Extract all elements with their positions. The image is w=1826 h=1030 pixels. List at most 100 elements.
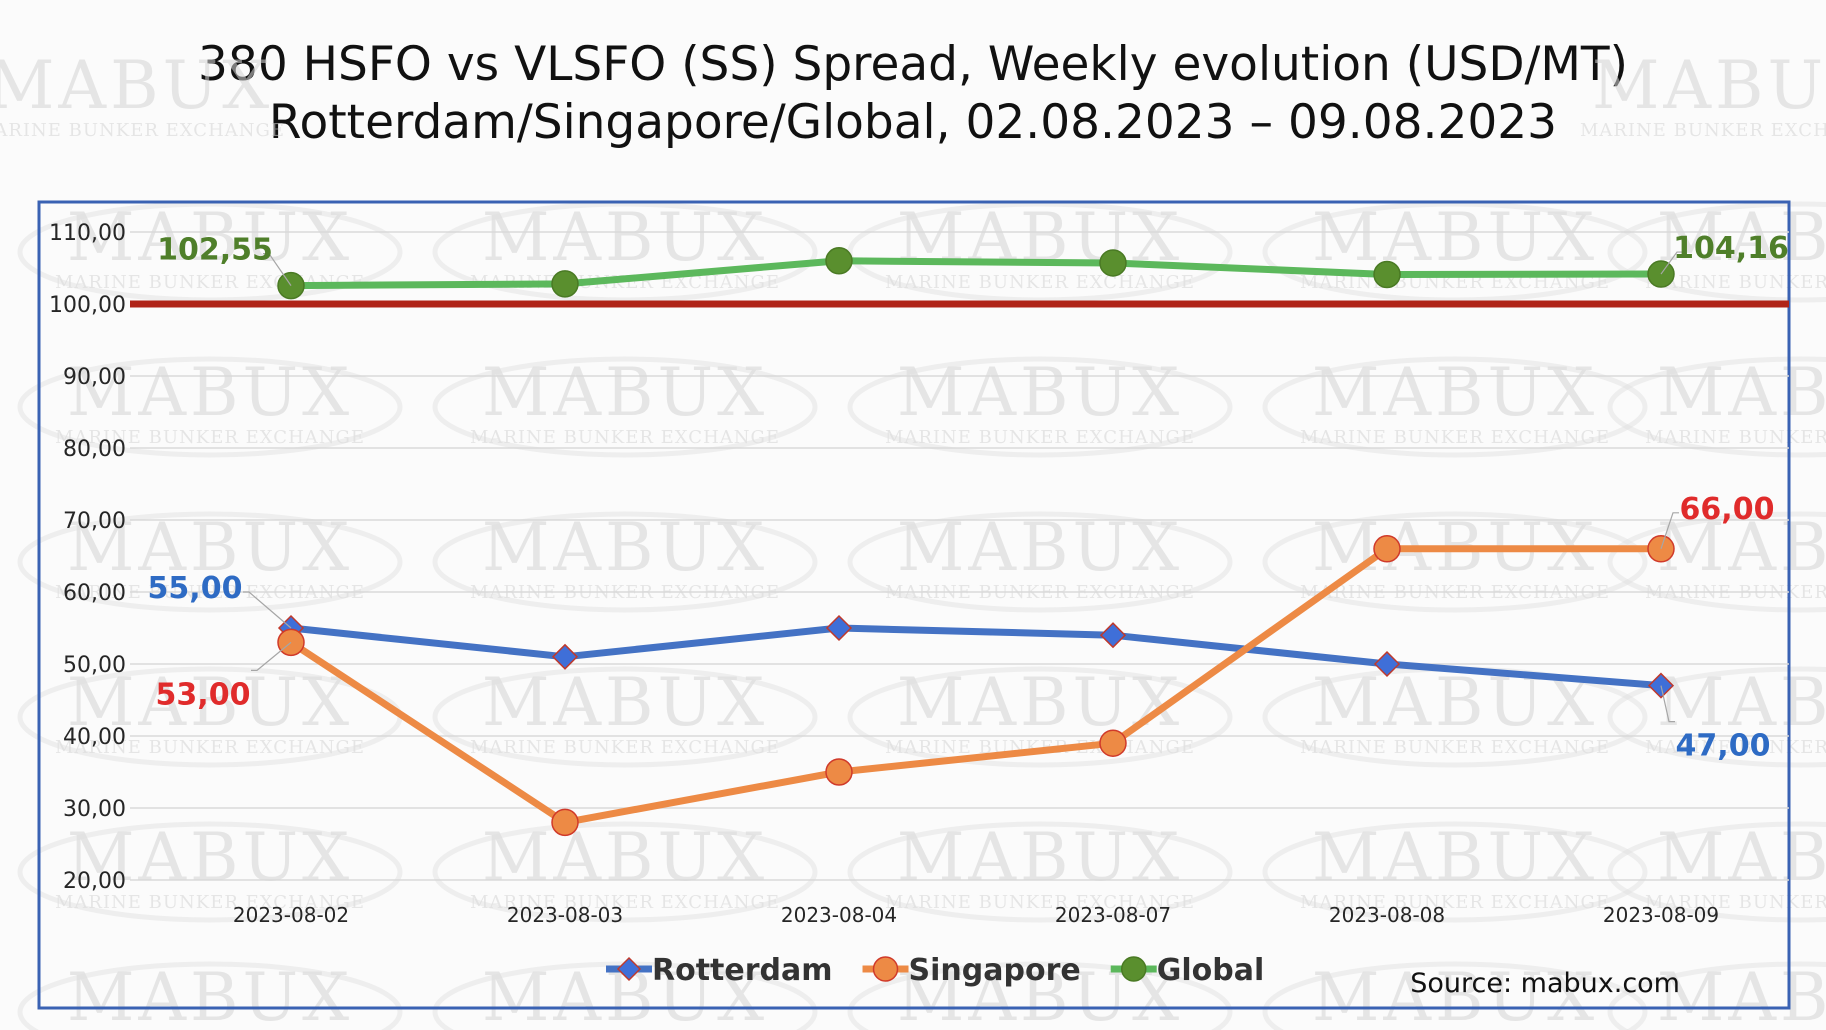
series-layer (130, 247, 1789, 837)
label-leader-line (1660, 251, 1683, 275)
y-axis-ticks: 20,00 30,00 40,00 50,00 60,00 70,00 80,00 90,00… (49, 221, 126, 894)
x-tick-label: 2023-08-04 (781, 903, 897, 927)
data-label: 102,55 (157, 233, 273, 268)
watermark-tagline: MARINE BUNKER EXCHANGE (470, 272, 780, 293)
watermark-swoosh (17, 201, 403, 303)
legend-item-singapore: Singapore (862, 953, 1081, 988)
data-point (1099, 729, 1127, 757)
watermark-brand: MABUX (67, 819, 353, 896)
watermark-brand: MABUX (67, 664, 353, 741)
y-tick-label: 50,00 (63, 653, 126, 678)
watermark-brand: MABUX (1657, 664, 1826, 741)
legend-label: Singapore (909, 953, 1081, 988)
watermark-swoosh (432, 356, 818, 458)
watermark-brand: MABUX (897, 819, 1183, 896)
watermark-brand: MABUX (67, 199, 353, 276)
data-label: 104,16 (1673, 231, 1789, 266)
watermark-swoosh (17, 356, 403, 458)
x-tick-label: 2023-08-08 (1329, 903, 1445, 927)
watermark-brand: MABUX (897, 354, 1183, 431)
watermark-swoosh (1262, 356, 1648, 458)
watermark-brand: MABUX (1592, 47, 1826, 124)
watermark-brand: MABUX (897, 509, 1183, 586)
watermark-swoosh (432, 201, 818, 303)
data-point (825, 614, 853, 642)
watermark-tagline: MARINE BUNKER EXCHANGE (1645, 272, 1826, 293)
data-point (1373, 650, 1401, 678)
watermark-brand: MABUX (1312, 819, 1598, 896)
y-tick-label: 40,00 (63, 725, 126, 750)
watermark-tagline: MARINE BUNKER EXCHANGE (470, 892, 780, 913)
series-rotterdam (277, 614, 1675, 699)
watermark-tagline: MARINE BUNKER EXCHANGE (1645, 427, 1826, 448)
x-tick-label: 2023-08-07 (1055, 903, 1171, 927)
watermark-swoosh (17, 961, 403, 1030)
data-point (1099, 622, 1127, 649)
watermark-swoosh (1607, 511, 1826, 613)
watermark-swoosh (1607, 356, 1826, 458)
y-tick-label: 60,00 (63, 581, 126, 606)
y-tick-label: 80,00 (63, 437, 126, 462)
watermark-tagline: MARINE BUNKER EXCHANGE (1645, 737, 1826, 758)
y-tick-label: 30,00 (63, 797, 126, 822)
data-point (1099, 249, 1127, 277)
watermark-tagline: MARINE BUNKER EXCHANGE (1300, 737, 1610, 758)
chart-subtitle: Rotterdam/Singapore/Global, 02.08.2023 –… (268, 95, 1558, 150)
data-point (872, 956, 899, 982)
watermark-brand: MABUX (1657, 509, 1826, 586)
watermark-swoosh (1607, 201, 1826, 303)
watermark-brand: MABUX (1657, 959, 1826, 1030)
watermark-brand: MABUX (482, 664, 768, 741)
watermark-brand: MABUX (1657, 819, 1826, 896)
watermark-swoosh (432, 511, 818, 613)
chart-title-block: 380 HSFO vs VLSFO (SS) Spread, Weekly ev… (0, 36, 1826, 152)
watermark-swoosh (847, 511, 1233, 613)
series-line (290, 257, 1662, 290)
label-leader-line (243, 591, 292, 629)
watermark-swoosh (17, 511, 403, 613)
y-tick-label: 20,00 (63, 869, 126, 894)
watermark-swoosh (1607, 821, 1826, 923)
watermark-tagline: MARINE BUNKER EXCHANGE (1300, 427, 1610, 448)
data-point (551, 643, 579, 670)
watermark-brand: MABUX (1312, 199, 1598, 276)
label-leader-line (1660, 512, 1679, 549)
watermark-swoosh (847, 961, 1233, 1030)
data-point (825, 247, 853, 275)
source-note: Source: mabux.com (1410, 968, 1680, 999)
series-line (290, 624, 1662, 690)
watermark-swoosh (1607, 961, 1826, 1030)
watermark-tagline: MARINE BUNKER EXCHANGE (55, 892, 365, 913)
x-tick-label: 2023-08-02 (233, 903, 349, 927)
data-label: 53,00 (156, 677, 251, 712)
watermark-brand: MABUX (482, 354, 768, 431)
legend-label: Rotterdam (652, 953, 833, 988)
watermark-brand: MABUX (1312, 354, 1598, 431)
x-tick-label: 2023-08-03 (507, 903, 623, 927)
series-line (289, 545, 1661, 826)
legend-item-rotterdam: Rotterdam (606, 953, 833, 988)
data-point (1373, 535, 1401, 563)
watermark-tagline: MARINE BUNKER EXCHANGE (885, 892, 1195, 913)
y-tick-label: 70,00 (63, 509, 126, 534)
data-point (551, 270, 579, 298)
gridlines (130, 231, 1789, 881)
watermark-swoosh (847, 201, 1233, 303)
x-axis-ticks: 2023-08-02 2023-08-03 2023-08-04 2023-08-07… (233, 903, 1719, 927)
watermark-brand: MABUX (482, 509, 768, 586)
watermark-brand: MABUX (1657, 354, 1826, 431)
data-point (551, 808, 579, 837)
data-label: 47,00 (1676, 729, 1771, 764)
watermark-swoosh (17, 821, 403, 923)
data-point (1373, 260, 1401, 289)
data-point (616, 956, 642, 982)
watermark-brand: MABUX (1657, 199, 1826, 276)
watermark-swoosh (847, 356, 1233, 458)
watermark-tagline: MARINE BUNKER EXCHANGE (885, 427, 1195, 448)
watermark-brand: MABUX (1312, 959, 1598, 1030)
watermark-tagline: MARINE BUNKER EXCHANGE (1645, 892, 1826, 913)
watermark-swoosh (1262, 961, 1648, 1030)
chart-title: 380 HSFO vs VLSFO (SS) Spread, Weekly ev… (198, 37, 1628, 92)
